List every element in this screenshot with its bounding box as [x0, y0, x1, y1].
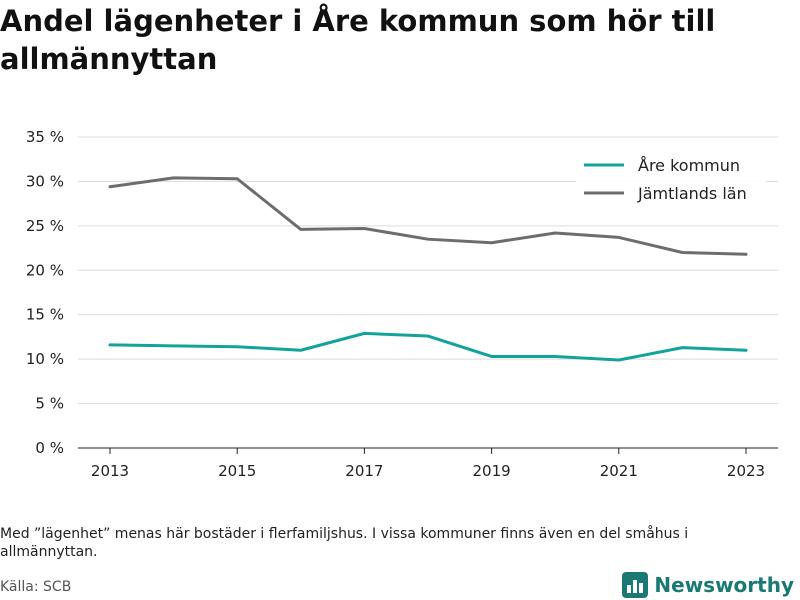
legend-label: Jämtlands län — [637, 184, 747, 203]
chart-title: Andel lägenheter i Åre kommun som hör ti… — [0, 4, 716, 76]
bar-chart-icon — [622, 572, 649, 598]
brand-name: Newsworthy — [654, 573, 794, 597]
x-tick-label: 2021 — [600, 462, 638, 480]
x-tick-label: 2013 — [91, 462, 129, 480]
y-tick-label: 5 % — [35, 395, 64, 413]
chart-note: Med ”lägenhet” menas här bostäder i fler… — [0, 526, 689, 560]
x-axis-ticks: 2013 2015 2017 2019 2021 2023 — [91, 448, 765, 480]
legend-background — [576, 150, 766, 210]
y-tick-label: 35 % — [26, 128, 64, 146]
series-line — [108, 176, 748, 256]
y-tick-label: 20 % — [26, 261, 64, 279]
brand-logo: Newsworthy — [622, 570, 794, 600]
x-tick-label: 2019 — [473, 462, 511, 480]
y-tick-label: 15 % — [26, 306, 64, 324]
legend: Åre kommun Jämtlands län — [576, 150, 766, 210]
y-tick-label: 0 % — [35, 439, 64, 457]
x-tick-label: 2015 — [218, 462, 256, 480]
x-tick-label: 2023 — [727, 462, 765, 480]
series-line — [108, 331, 748, 362]
y-axis-ticks: 0 % 5 % 10 % 15 % 20 % 25 % 30 % 35 % — [26, 128, 64, 457]
x-tick-label: 2017 — [345, 462, 383, 480]
series-lines — [108, 176, 748, 362]
source-label: Källa: SCB — [0, 579, 72, 595]
y-tick-label: 10 % — [26, 350, 64, 368]
line-chart: 0 %5 %10 %15 %20 %25 %30 %35 % 2013 2015 2… — [26, 128, 778, 480]
y-tick-label: 25 % — [26, 217, 64, 235]
y-tick-label: 30 % — [26, 172, 64, 190]
legend-label: Åre kommun — [638, 156, 740, 175]
